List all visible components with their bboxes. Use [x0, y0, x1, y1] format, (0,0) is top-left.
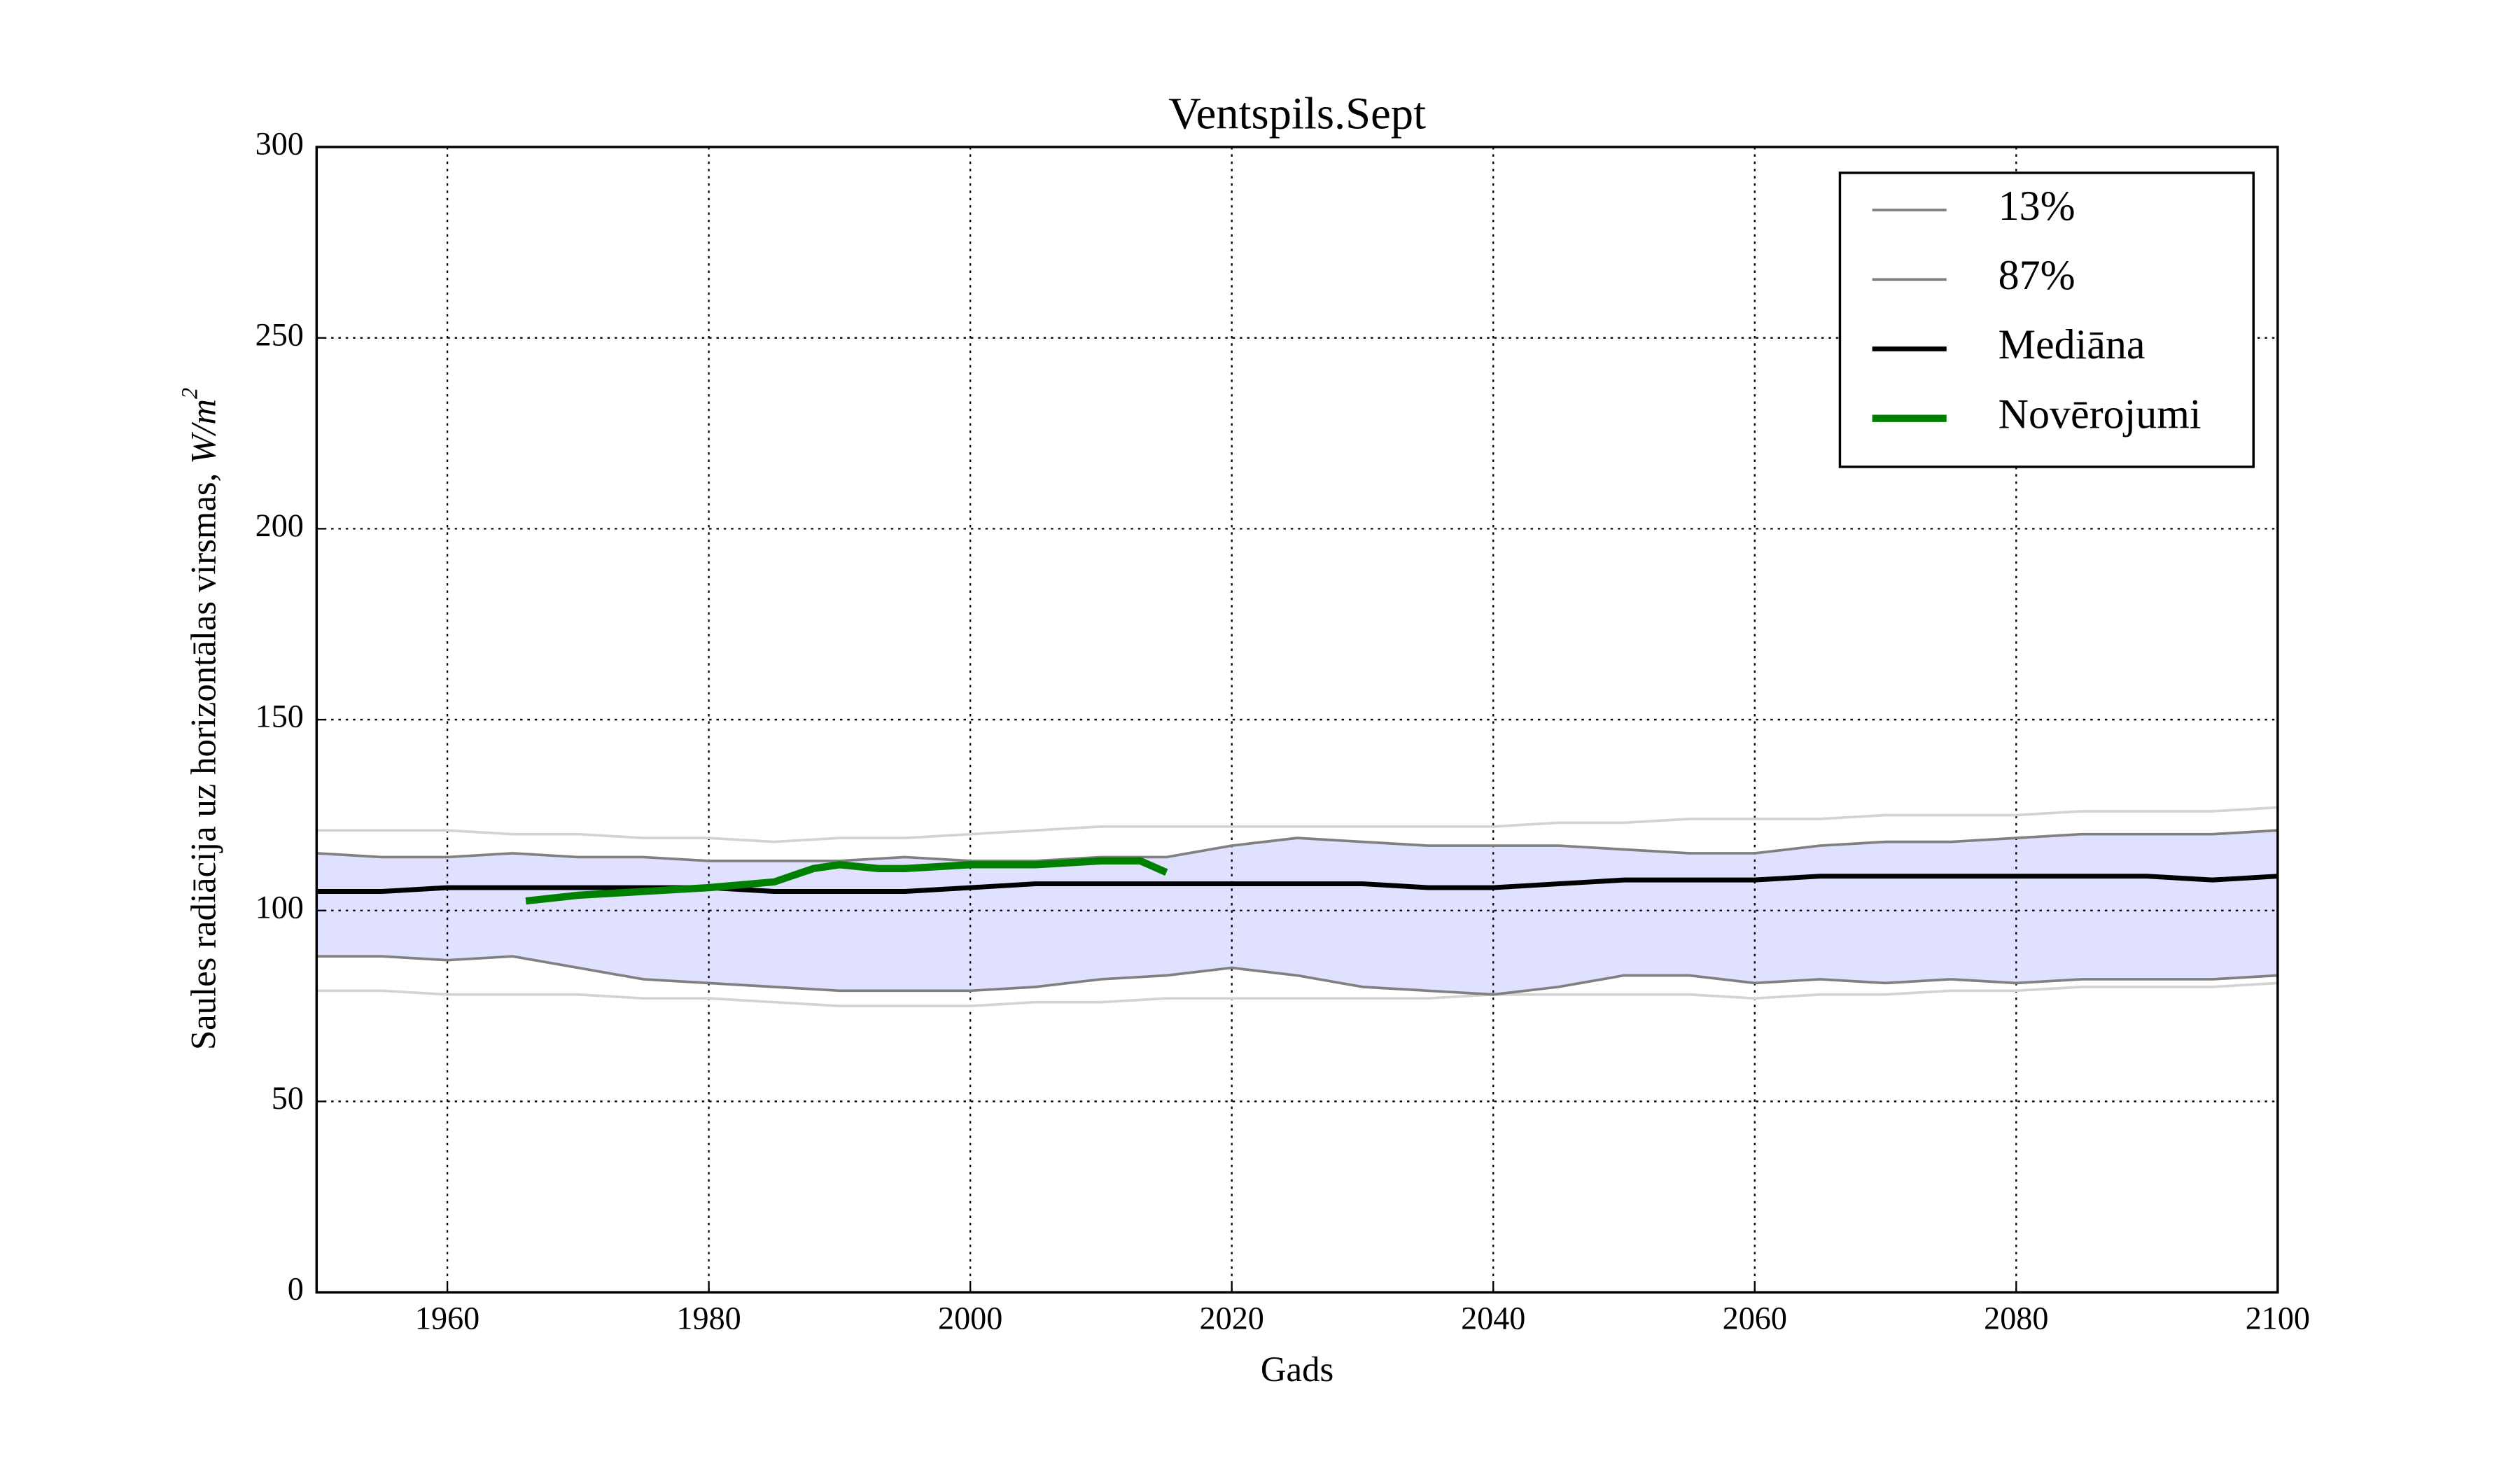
y-tick-label: 200: [255, 507, 304, 543]
plot-frame: [315, 146, 2279, 1294]
y-tick-label: 150: [255, 699, 304, 734]
series-line: [525, 857, 1168, 905]
y-tick-label: 100: [255, 889, 304, 925]
x-axis-label: Gads: [1261, 1350, 1334, 1389]
y-label-unit: W/m: [183, 399, 223, 464]
series-line: [316, 829, 2278, 862]
x-tick-label: 1980: [676, 1300, 741, 1336]
series-line: [316, 806, 2278, 844]
band: [316, 830, 2278, 995]
x-tick-label: 2080: [1984, 1300, 2048, 1336]
y-label-text: Saules radiācija uz horizontālas virsmas…: [183, 464, 223, 1050]
x-tick-label: 2060: [1723, 1300, 1787, 1336]
y-label-exp: 2: [177, 388, 202, 399]
legend: 13% 87% Mediāna Novērojumi: [1838, 172, 2255, 468]
legend-label: Novērojumi: [1998, 391, 2202, 437]
y-tick-label: 300: [255, 126, 304, 162]
x-tick-label: 2020: [1200, 1300, 1264, 1336]
x-tick-label: 2000: [938, 1300, 1002, 1336]
x-tick-label: 2100: [2246, 1300, 2310, 1336]
y-tick-label: 50: [272, 1080, 304, 1116]
legend-label: 13%: [1998, 183, 2076, 229]
legend-label: Mediāna: [1998, 321, 2146, 368]
y-tick-label: 250: [255, 316, 304, 352]
legend-label: 87%: [1998, 252, 2076, 298]
y-axis-label: Saules radiācija uz horizontālas virsmas…: [177, 388, 223, 1050]
chart-title: Ventspils.Sept: [1168, 88, 1426, 138]
series-line: [316, 955, 2278, 996]
y-tick-label: 0: [288, 1271, 304, 1307]
series-line: [316, 981, 2278, 1007]
series-line: [316, 874, 2278, 894]
x-tick-label: 1960: [415, 1300, 479, 1336]
x-tick-label: 2040: [1461, 1300, 1525, 1336]
